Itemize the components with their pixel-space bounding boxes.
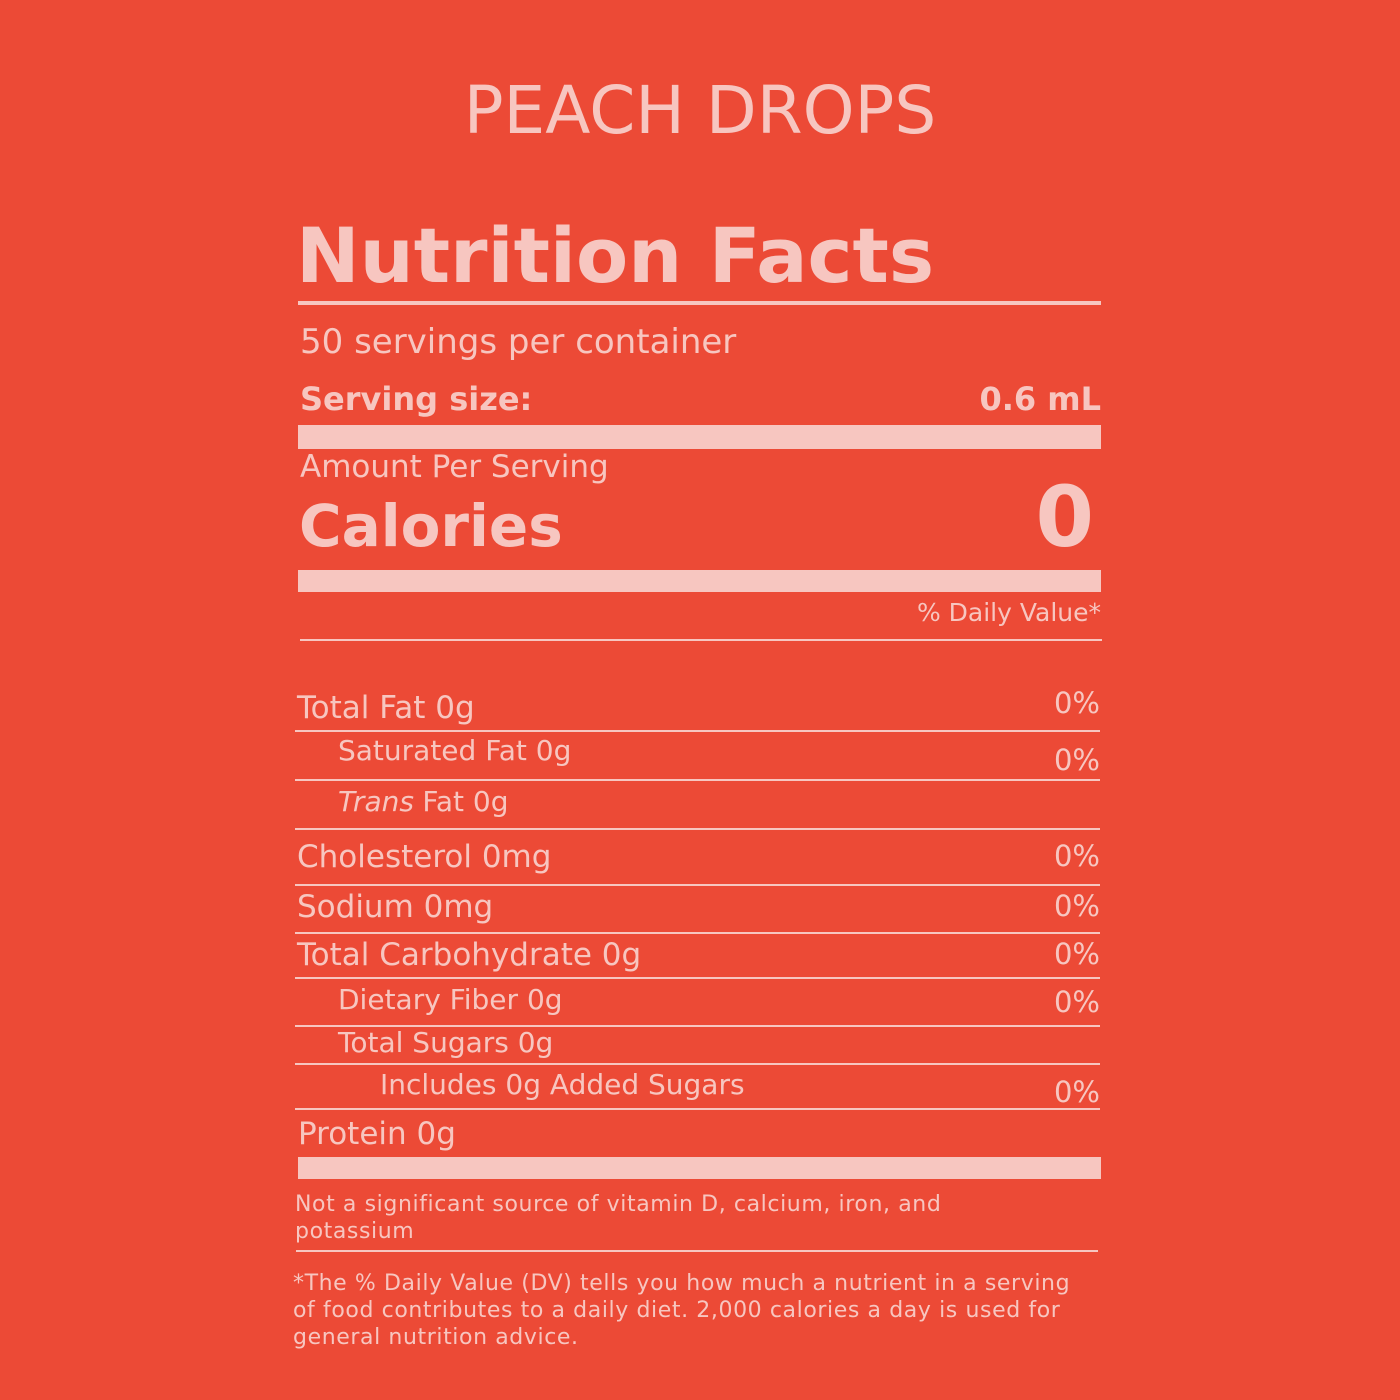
- thick-rule: [298, 1157, 1101, 1179]
- rule: [295, 779, 1100, 781]
- heading: Nutrition Facts: [296, 211, 935, 300]
- nutrient-label: Cholesterol 0mg: [297, 838, 552, 875]
- serving-size-label: Serving size:: [300, 380, 533, 418]
- nutrient-label: Saturated Fat 0g: [338, 734, 572, 767]
- rule: [295, 1063, 1100, 1065]
- thick-rule: [298, 570, 1101, 592]
- rule: [295, 977, 1100, 979]
- nutrient-label: Protein 0g: [298, 1115, 456, 1152]
- nutrient-label: Trans Fat 0g: [338, 788, 509, 816]
- calories-value: 0: [1035, 468, 1094, 566]
- nutrient-label: Dietary Fiber 0g: [338, 983, 563, 1016]
- rule: [300, 639, 1102, 641]
- daily-value: 0%: [1053, 889, 1100, 923]
- rule: [295, 828, 1100, 830]
- nutrient-label: Includes 0g Added Sugars: [380, 1068, 745, 1101]
- nutrient-label: Total Carbohydrate 0g: [297, 936, 642, 973]
- daily-value: 0%: [1053, 743, 1100, 777]
- servings: 50 servings per container: [300, 322, 737, 362]
- rule: [296, 1250, 1098, 1252]
- daily-value: 0%: [1053, 839, 1100, 873]
- amount-per-serving: Amount Per Serving: [300, 449, 609, 485]
- rule: [295, 1025, 1100, 1027]
- nutrient-label: Sodium 0mg: [297, 888, 494, 925]
- rule: [295, 884, 1100, 886]
- rule: [295, 1108, 1100, 1110]
- product-title: PEACH DROPS: [463, 72, 937, 149]
- daily-value: 0%: [1053, 1075, 1100, 1109]
- daily-value: 0%: [1053, 985, 1100, 1019]
- note: Not a significant source of vitamin D, c…: [295, 1192, 942, 1244]
- label-text: Fat 0g: [422, 785, 509, 818]
- nutrient-label: Total Fat 0g: [297, 689, 475, 726]
- italic-label: Trans: [338, 785, 414, 818]
- rule: [295, 730, 1100, 732]
- thick-rule: [298, 425, 1101, 449]
- daily-value: 0%: [1053, 937, 1100, 971]
- daily-value-header: % Daily Value*: [916, 598, 1101, 627]
- footnote: *The % Daily Value (DV) tells you how mu…: [293, 1271, 1071, 1350]
- nutrient-label: Total Sugars 0g: [338, 1026, 554, 1059]
- calories-label: Calories: [299, 492, 563, 560]
- daily-value: 0%: [1053, 686, 1100, 720]
- serving-size-value: 0.6 mL: [979, 380, 1101, 418]
- rule: [295, 932, 1100, 934]
- rule: [298, 301, 1101, 305]
